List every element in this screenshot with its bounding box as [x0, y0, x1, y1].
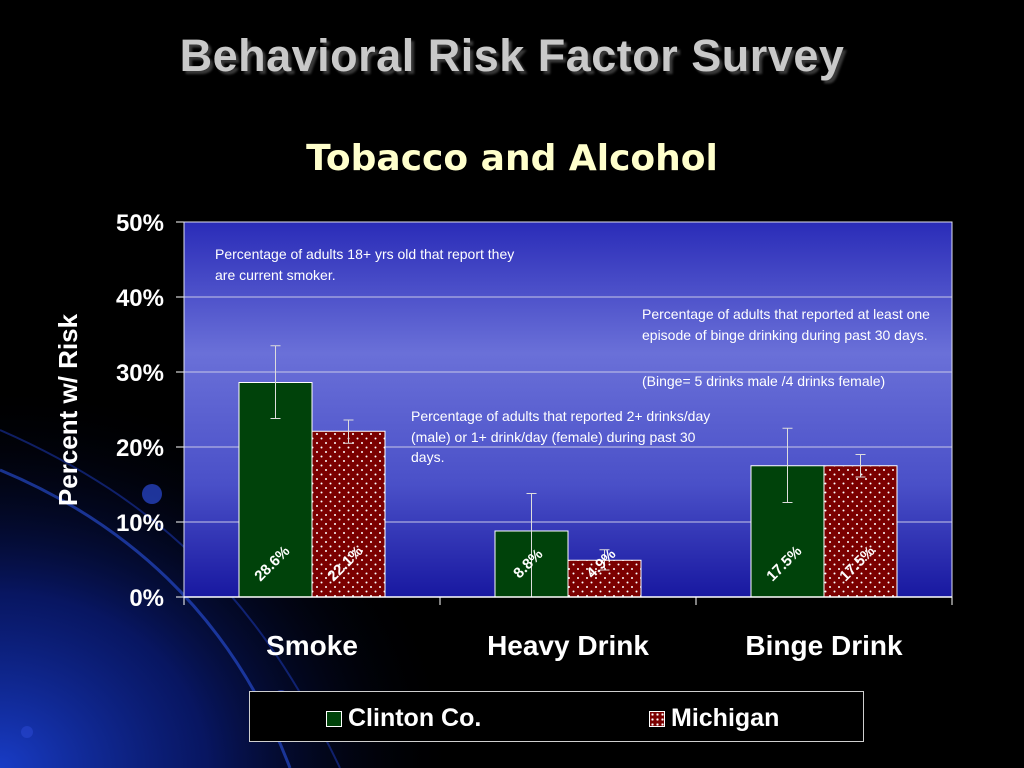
note-binge: Percentage of adults that reported at le…	[642, 306, 930, 343]
slide-title: Behavioral Risk Factor Survey	[179, 30, 845, 81]
legend-swatch-michigan	[649, 710, 665, 727]
y-tick-label: 20%	[116, 435, 164, 462]
bar-michigan	[823, 465, 898, 598]
y-tick-label: 50%	[116, 210, 164, 237]
x-category-label: Binge Drink	[745, 630, 903, 661]
legend-item-clinton: Clinton Co.	[326, 704, 481, 733]
note-smoke: Percentage of adults 18+ yrs old that re…	[215, 246, 515, 283]
note-heavy-drink: Percentage of adults that reported 2+ dr…	[411, 408, 711, 465]
note-binge-definition: (Binge= 5 drinks male /4 drinks female)	[642, 373, 886, 389]
y-tick-label: 10%	[116, 510, 164, 537]
legend-swatch-clinton	[326, 710, 342, 727]
x-category-label: Heavy Drink	[487, 630, 649, 661]
legend: Clinton Co. Michigan	[249, 691, 864, 742]
legend-label-michigan: Michigan	[671, 704, 780, 732]
y-tick-label: 0%	[129, 585, 164, 612]
y-tick-label: 40%	[116, 285, 164, 312]
x-category-label: Smoke	[266, 630, 358, 661]
y-tick-label: 30%	[116, 360, 164, 387]
bar-michigan	[311, 430, 386, 598]
chart-title: Tobacco and Alcohol	[306, 138, 718, 179]
y-axis-label: Percent w/ Risk	[53, 313, 83, 506]
legend-label-clinton: Clinton Co.	[348, 704, 482, 732]
legend-item-michigan: Michigan	[649, 704, 779, 733]
